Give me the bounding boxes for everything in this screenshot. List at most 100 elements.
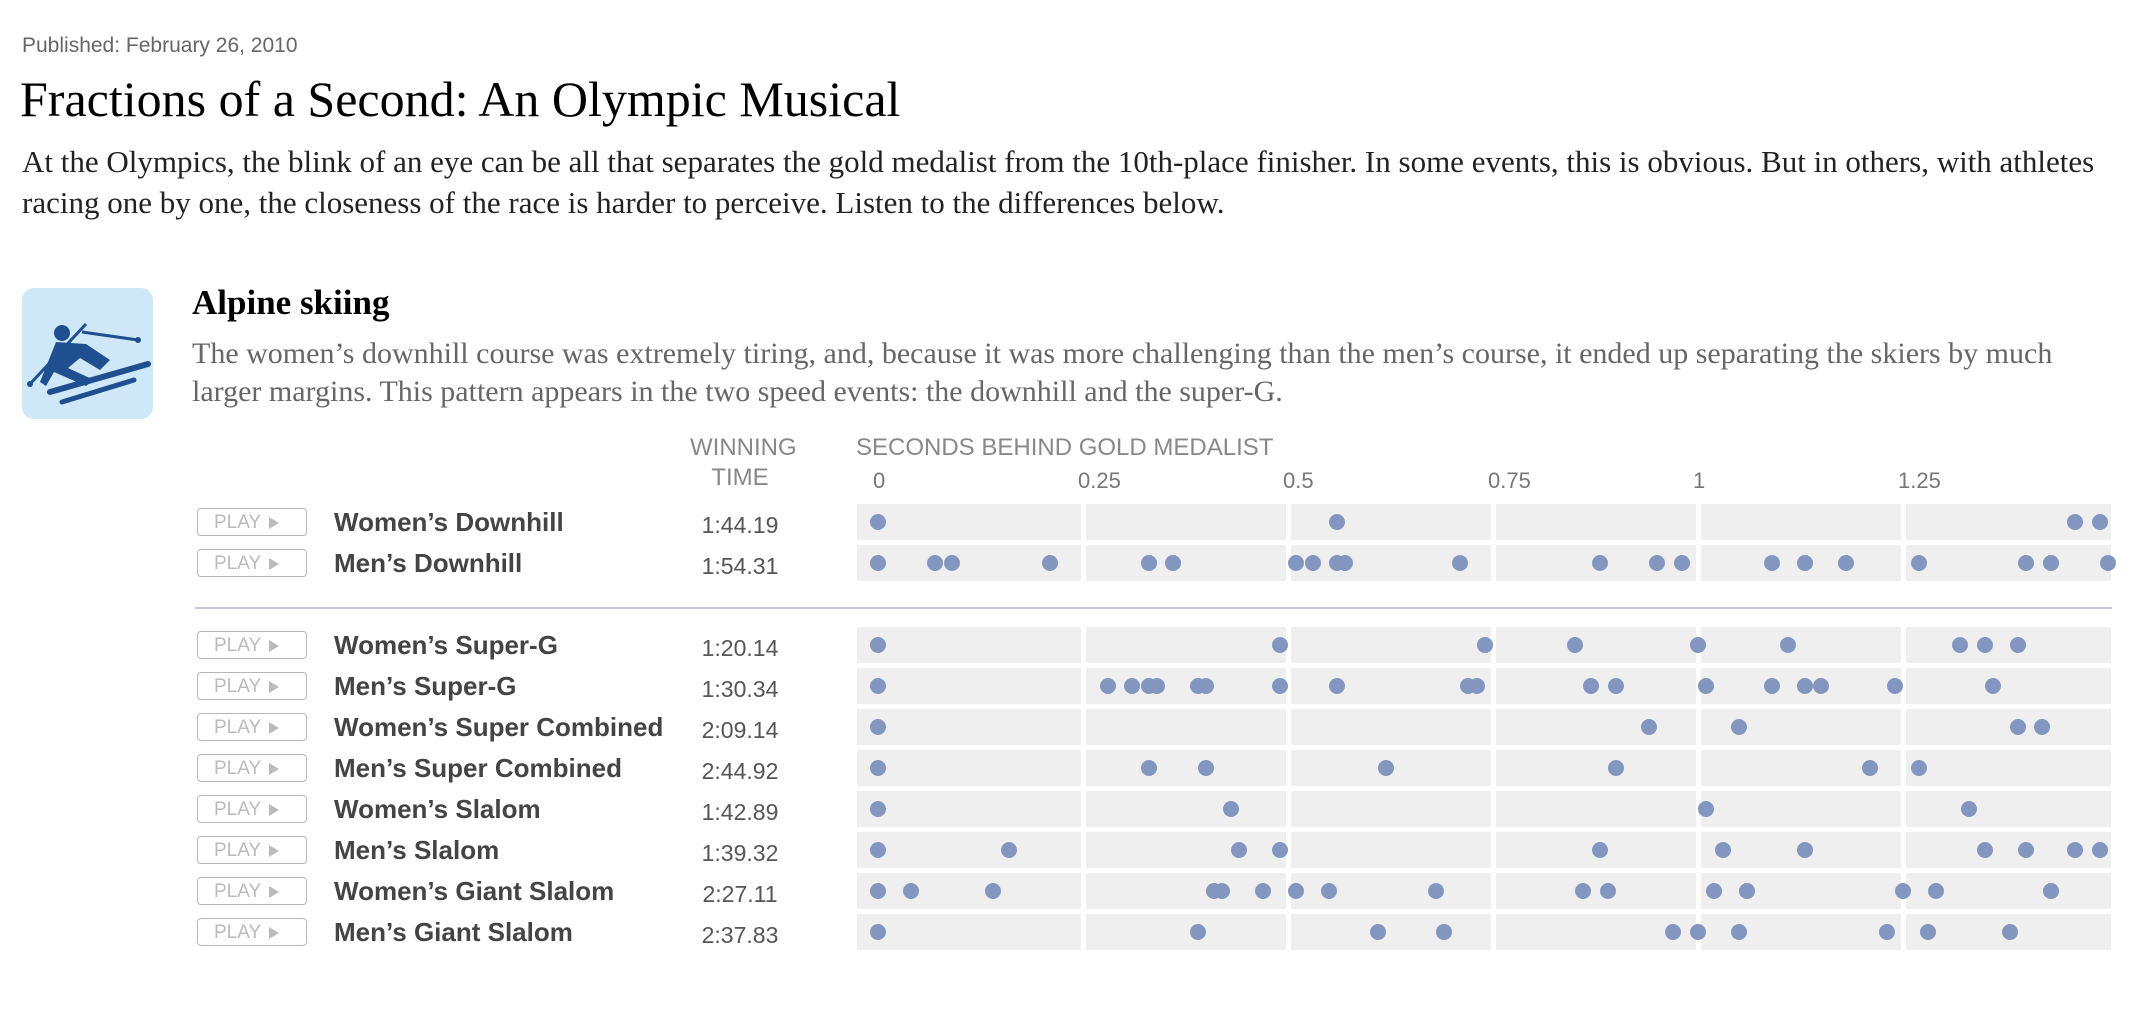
play-button-label: PLAY [214,921,262,943]
play-button[interactable]: PLAY [197,754,307,782]
finisher-dot [1608,760,1624,776]
finisher-dot [1796,555,1813,571]
gridline [1490,627,1496,663]
gridline [1285,914,1291,950]
gridline [1900,750,1906,786]
finisher-dot [1698,801,1715,817]
gridline [1900,709,1906,745]
winning-time: 1:30.34 [701,676,779,702]
finisher-dot [1977,842,1993,858]
play-triangle-icon [269,803,280,816]
finisher-dot [1214,883,1231,899]
event-name: Women’s Downhill [334,507,564,537]
gridline [1080,832,1086,868]
finisher-dot [870,801,886,817]
x-tick-label: 1 [1693,468,1706,493]
gridline [1900,791,1906,827]
timeline-strip [857,668,2111,704]
finisher-dot [1575,883,1592,899]
event-name: Women’s Slalom [334,794,541,824]
gridline [1900,504,1906,540]
event-name: Men’s Super-G [334,671,517,701]
winning-time: 1:42.89 [701,799,779,825]
play-button[interactable]: PLAY [197,631,307,659]
finisher-dot [1985,678,2002,694]
finisher-dot [1649,555,1665,571]
timeline-strip [857,627,2111,663]
gridline [1490,914,1496,950]
timeline-strip [857,791,2111,827]
play-triangle-icon [269,844,280,857]
finisher-dot [1288,555,1305,571]
event-name: Women’s Giant Slalom [334,876,615,906]
play-button-label: PLAY [214,757,262,779]
finisher-dot [1140,555,1157,571]
event-name: Men’s Slalom [334,835,500,865]
finisher-dot [1271,842,1288,858]
finisher-dot [1886,678,1903,694]
finisher-dot [1714,842,1731,858]
finisher-dot [2018,842,2034,858]
gridline [1900,832,1906,868]
finisher-dot [870,883,886,899]
play-button[interactable]: PLAY [197,549,307,577]
winning-time: 1:39.32 [701,840,779,866]
event-name: Men’s Giant Slalom [334,917,573,947]
finisher-dot [902,883,919,899]
gridline [1080,668,1086,704]
play-button[interactable]: PLAY [197,795,307,823]
timeline-strip [857,750,2111,786]
section-title: Alpine skiing [192,283,390,322]
play-button[interactable]: PLAY [197,672,307,700]
winning-time: 1:54.31 [701,553,779,579]
play-button[interactable]: PLAY [197,918,307,946]
x-tick-label: 0.25 [1078,468,1121,493]
finisher-dot [927,555,944,571]
event-row: PLAY Men’s Super-G 1:30.34 [0,668,2132,704]
finisher-dot [1255,883,1272,899]
finisher-dot [2091,842,2108,858]
x-tick-label: 1.25 [1898,468,1941,493]
finisher-dot [1796,678,1813,694]
event-name: Women’s Super Combined [334,712,664,742]
intro-text: At the Olympics, the blink of an eye can… [22,144,2095,220]
play-triangle-icon [269,885,280,898]
play-button[interactable]: PLAY [197,877,307,905]
finisher-dot [1673,555,1690,571]
finisher-dot [1165,555,1182,571]
event-name: Men’s Downhill [334,548,523,578]
finisher-dot [1911,555,1928,571]
finisher-dot [1977,637,1993,653]
finisher-dot [870,678,886,694]
play-triangle-icon [269,926,280,939]
finisher-dot [1001,842,1018,858]
gridline [1080,545,1086,581]
finisher-dot [1124,678,1141,694]
gridline [1695,545,1701,581]
play-button[interactable]: PLAY [197,836,307,864]
finisher-dot [1731,719,1747,735]
event-row: PLAY Women’s Downhill 1:44.19 [0,504,2132,540]
finisher-dot [1608,678,1624,694]
play-button[interactable]: PLAY [197,508,307,536]
finisher-dot [2009,719,2026,735]
timeline-strip [857,832,2111,868]
finisher-dot [1878,924,1895,940]
winning-time: 2:37.83 [701,922,779,948]
finisher-dot [1378,760,1395,776]
finisher-dot [1198,678,1214,694]
timeline-strip [857,914,2111,950]
play-button[interactable]: PLAY [197,713,307,741]
finisher-dot [1148,678,1165,694]
finisher-dot [1329,678,1346,694]
gridline [1080,873,1086,909]
finisher-dot [870,637,886,653]
event-name: Men’s Super Combined [334,753,622,783]
finisher-dot [870,924,886,940]
finisher-dot [870,719,886,735]
event-row: PLAY Men’s Super Combined 2:44.92 [0,750,2132,786]
gridline [1080,791,1086,827]
play-button-label: PLAY [214,552,262,574]
finisher-dot [1321,883,1337,899]
finisher-dot [1189,924,1206,940]
